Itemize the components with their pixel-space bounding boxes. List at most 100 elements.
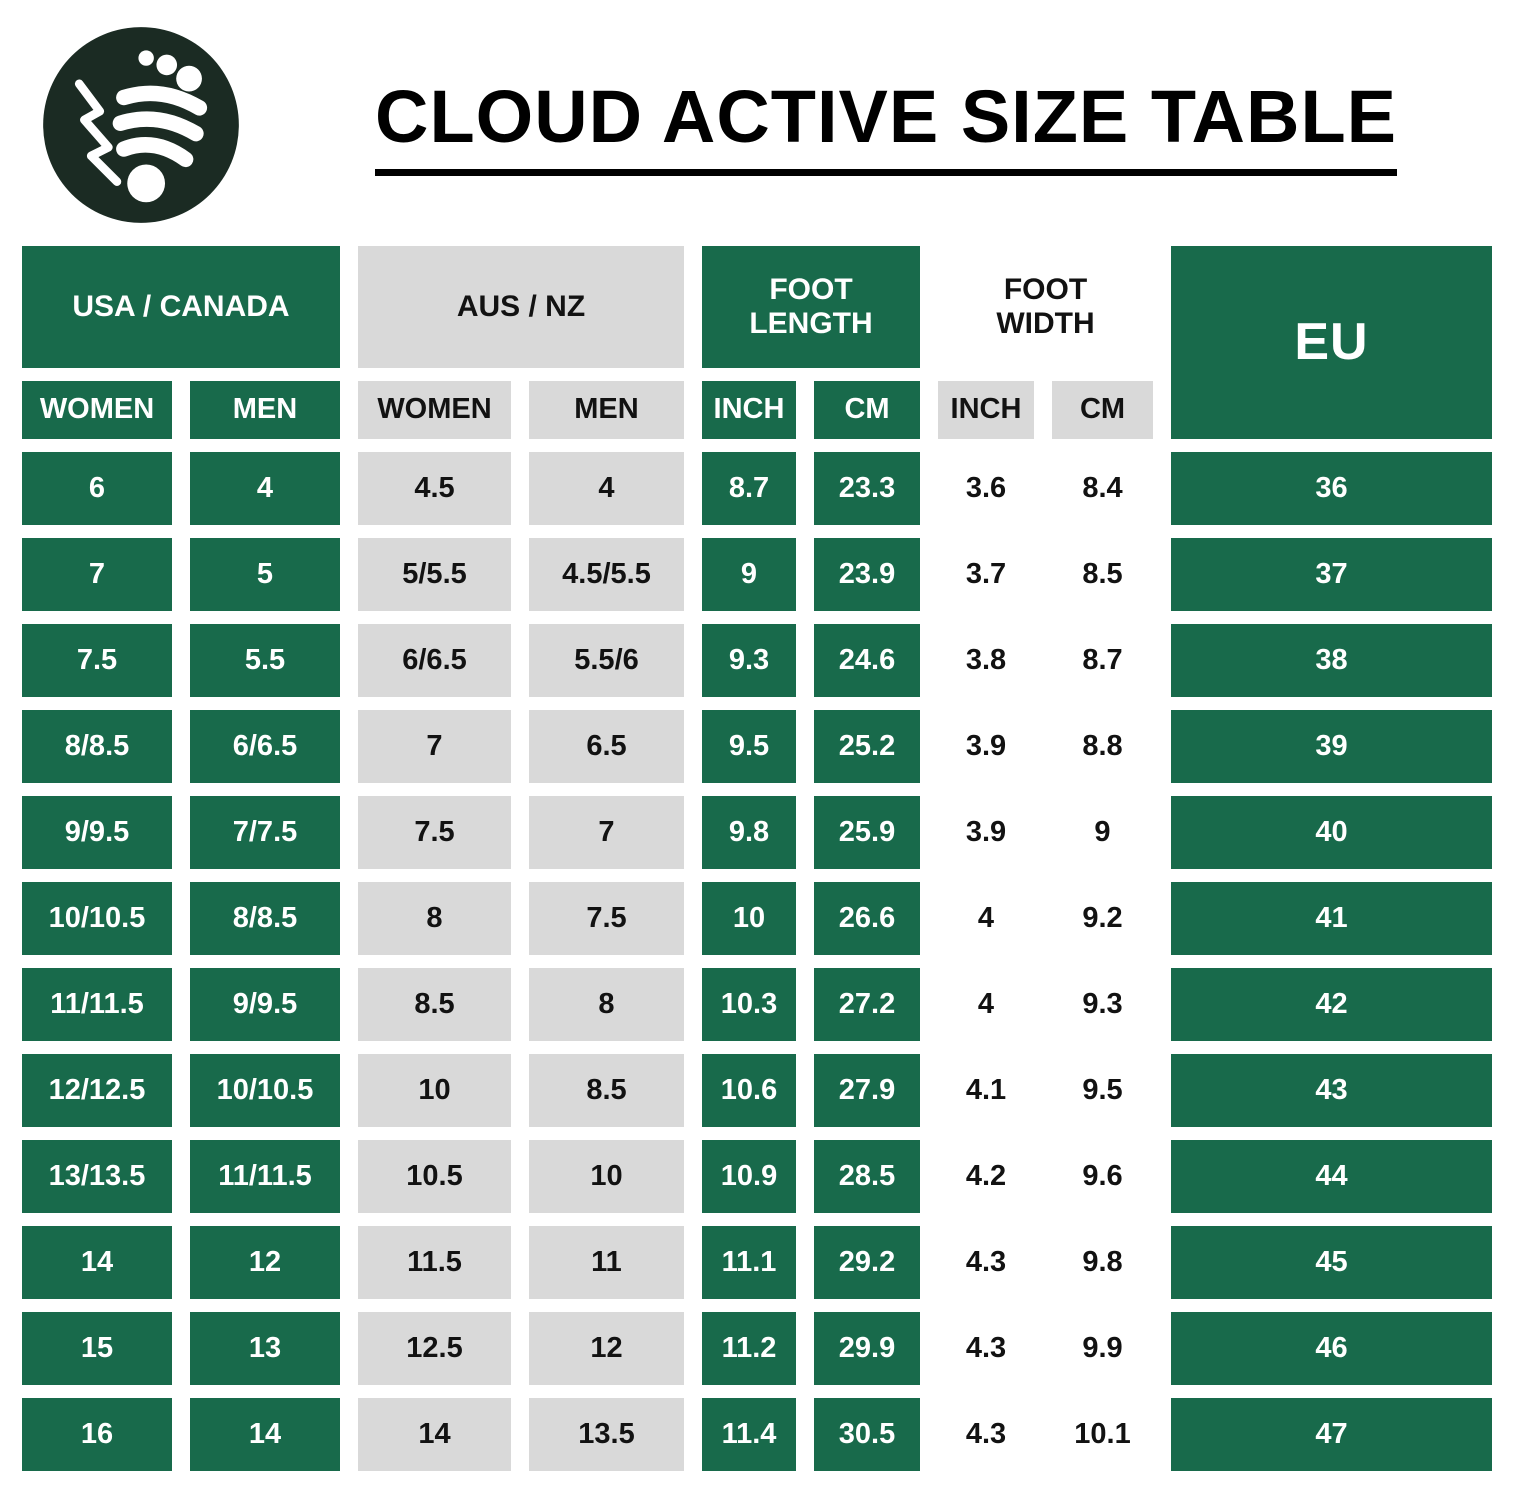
size-cell: 26.6 bbox=[814, 882, 920, 955]
column-header-width-inch: INCH bbox=[938, 381, 1034, 439]
size-cell: 16 bbox=[22, 1398, 172, 1471]
size-cell: 9.5 bbox=[1052, 1054, 1153, 1127]
column-header-length-inch: INCH bbox=[702, 381, 796, 439]
size-cell: 9/9.5 bbox=[190, 968, 340, 1041]
size-cell: 23.9 bbox=[814, 538, 920, 611]
size-cell: 8.4 bbox=[1052, 452, 1153, 525]
size-cell: 9.8 bbox=[702, 796, 796, 869]
size-cell: 42 bbox=[1171, 968, 1492, 1041]
size-table: USA / CANADA AUS / NZ FOOT LENGTH FOOT W… bbox=[22, 246, 1492, 1471]
size-cell: 6/6.5 bbox=[190, 710, 340, 783]
size-cell: 25.9 bbox=[814, 796, 920, 869]
size-cell: 24.6 bbox=[814, 624, 920, 697]
size-cell: 7 bbox=[22, 538, 172, 611]
size-cell: 8.7 bbox=[1052, 624, 1153, 697]
size-cell: 4 bbox=[938, 968, 1034, 1041]
size-cell: 40 bbox=[1171, 796, 1492, 869]
size-cell: 10.5 bbox=[358, 1140, 511, 1213]
size-cell: 9.3 bbox=[702, 624, 796, 697]
column-group-eu: EU bbox=[1171, 246, 1492, 439]
size-cell: 4.3 bbox=[938, 1226, 1034, 1299]
size-cell: 9/9.5 bbox=[22, 796, 172, 869]
size-cell: 3.6 bbox=[938, 452, 1034, 525]
size-cell: 8/8.5 bbox=[22, 710, 172, 783]
column-group-foot-length: FOOT LENGTH bbox=[702, 246, 920, 368]
size-cell: 7 bbox=[358, 710, 511, 783]
size-cell: 5.5/6 bbox=[529, 624, 684, 697]
size-cell: 8.8 bbox=[1052, 710, 1153, 783]
size-cell: 9 bbox=[702, 538, 796, 611]
column-group-usa-canada: USA / CANADA bbox=[22, 246, 340, 368]
size-cell: 9.9 bbox=[1052, 1312, 1153, 1385]
column-header-usa-women: WOMEN bbox=[22, 381, 172, 439]
size-cell: 7.5 bbox=[358, 796, 511, 869]
size-cell: 14 bbox=[190, 1398, 340, 1471]
size-cell: 13/13.5 bbox=[22, 1140, 172, 1213]
size-cell: 7 bbox=[529, 796, 684, 869]
size-cell: 10.6 bbox=[702, 1054, 796, 1127]
size-cell: 11.5 bbox=[358, 1226, 511, 1299]
brand-logo bbox=[38, 22, 244, 228]
size-cell: 39 bbox=[1171, 710, 1492, 783]
size-cell: 12/12.5 bbox=[22, 1054, 172, 1127]
size-cell: 8 bbox=[358, 882, 511, 955]
size-cell: 27.2 bbox=[814, 968, 920, 1041]
size-cell: 11.1 bbox=[702, 1226, 796, 1299]
foot-width-label: FOOT WIDTH bbox=[996, 272, 1095, 341]
size-cell: 38 bbox=[1171, 624, 1492, 697]
brand-header: CLOUD ACTIVE SIZE TABLE bbox=[22, 14, 1492, 236]
size-cell: 4.3 bbox=[938, 1398, 1034, 1471]
size-cell: 8/8.5 bbox=[190, 882, 340, 955]
size-cell: 29.9 bbox=[814, 1312, 920, 1385]
size-cell: 5 bbox=[190, 538, 340, 611]
size-cell: 9.2 bbox=[1052, 882, 1153, 955]
size-cell: 3.9 bbox=[938, 796, 1034, 869]
size-cell: 14 bbox=[358, 1398, 511, 1471]
size-cell: 6/6.5 bbox=[358, 624, 511, 697]
size-cell: 10 bbox=[358, 1054, 511, 1127]
column-header-width-cm: CM bbox=[1052, 381, 1153, 439]
size-cell: 8.5 bbox=[358, 968, 511, 1041]
size-cell: 7/7.5 bbox=[190, 796, 340, 869]
size-cell: 4.3 bbox=[938, 1312, 1034, 1385]
size-cell: 41 bbox=[1171, 882, 1492, 955]
size-cell: 12 bbox=[529, 1312, 684, 1385]
size-cell: 4.5/5.5 bbox=[529, 538, 684, 611]
size-cell: 47 bbox=[1171, 1398, 1492, 1471]
size-cell: 10 bbox=[529, 1140, 684, 1213]
size-cell: 13 bbox=[190, 1312, 340, 1385]
size-cell: 5.5 bbox=[190, 624, 340, 697]
size-cell: 7.5 bbox=[529, 882, 684, 955]
size-cell: 6.5 bbox=[529, 710, 684, 783]
size-cell: 10 bbox=[702, 882, 796, 955]
size-cell: 6 bbox=[22, 452, 172, 525]
title-wrap: CLOUD ACTIVE SIZE TABLE bbox=[280, 74, 1492, 176]
column-header-length-cm: CM bbox=[814, 381, 920, 439]
size-cell: 25.2 bbox=[814, 710, 920, 783]
size-cell: 4 bbox=[190, 452, 340, 525]
size-cell: 45 bbox=[1171, 1226, 1492, 1299]
size-cell: 43 bbox=[1171, 1054, 1492, 1127]
size-cell: 8.7 bbox=[702, 452, 796, 525]
size-cell: 14 bbox=[22, 1226, 172, 1299]
size-cell: 5/5.5 bbox=[358, 538, 511, 611]
column-group-aus-nz: AUS / NZ bbox=[358, 246, 684, 368]
size-cell: 8.5 bbox=[1052, 538, 1153, 611]
size-cell: 3.7 bbox=[938, 538, 1034, 611]
column-group-foot-width: FOOT WIDTH bbox=[938, 246, 1153, 368]
size-cell: 7.5 bbox=[22, 624, 172, 697]
size-cell: 44 bbox=[1171, 1140, 1492, 1213]
size-cell: 3.9 bbox=[938, 710, 1034, 783]
size-cell: 11 bbox=[529, 1226, 684, 1299]
size-cell: 10/10.5 bbox=[190, 1054, 340, 1127]
column-header-aus-men: MEN bbox=[529, 381, 684, 439]
size-cell: 9.6 bbox=[1052, 1140, 1153, 1213]
size-cell: 4.5 bbox=[358, 452, 511, 525]
size-cell: 13.5 bbox=[529, 1398, 684, 1471]
size-cell: 3.8 bbox=[938, 624, 1034, 697]
size-cell: 10.3 bbox=[702, 968, 796, 1041]
size-cell: 15 bbox=[22, 1312, 172, 1385]
size-cell: 30.5 bbox=[814, 1398, 920, 1471]
column-header-aus-women: WOMEN bbox=[358, 381, 511, 439]
